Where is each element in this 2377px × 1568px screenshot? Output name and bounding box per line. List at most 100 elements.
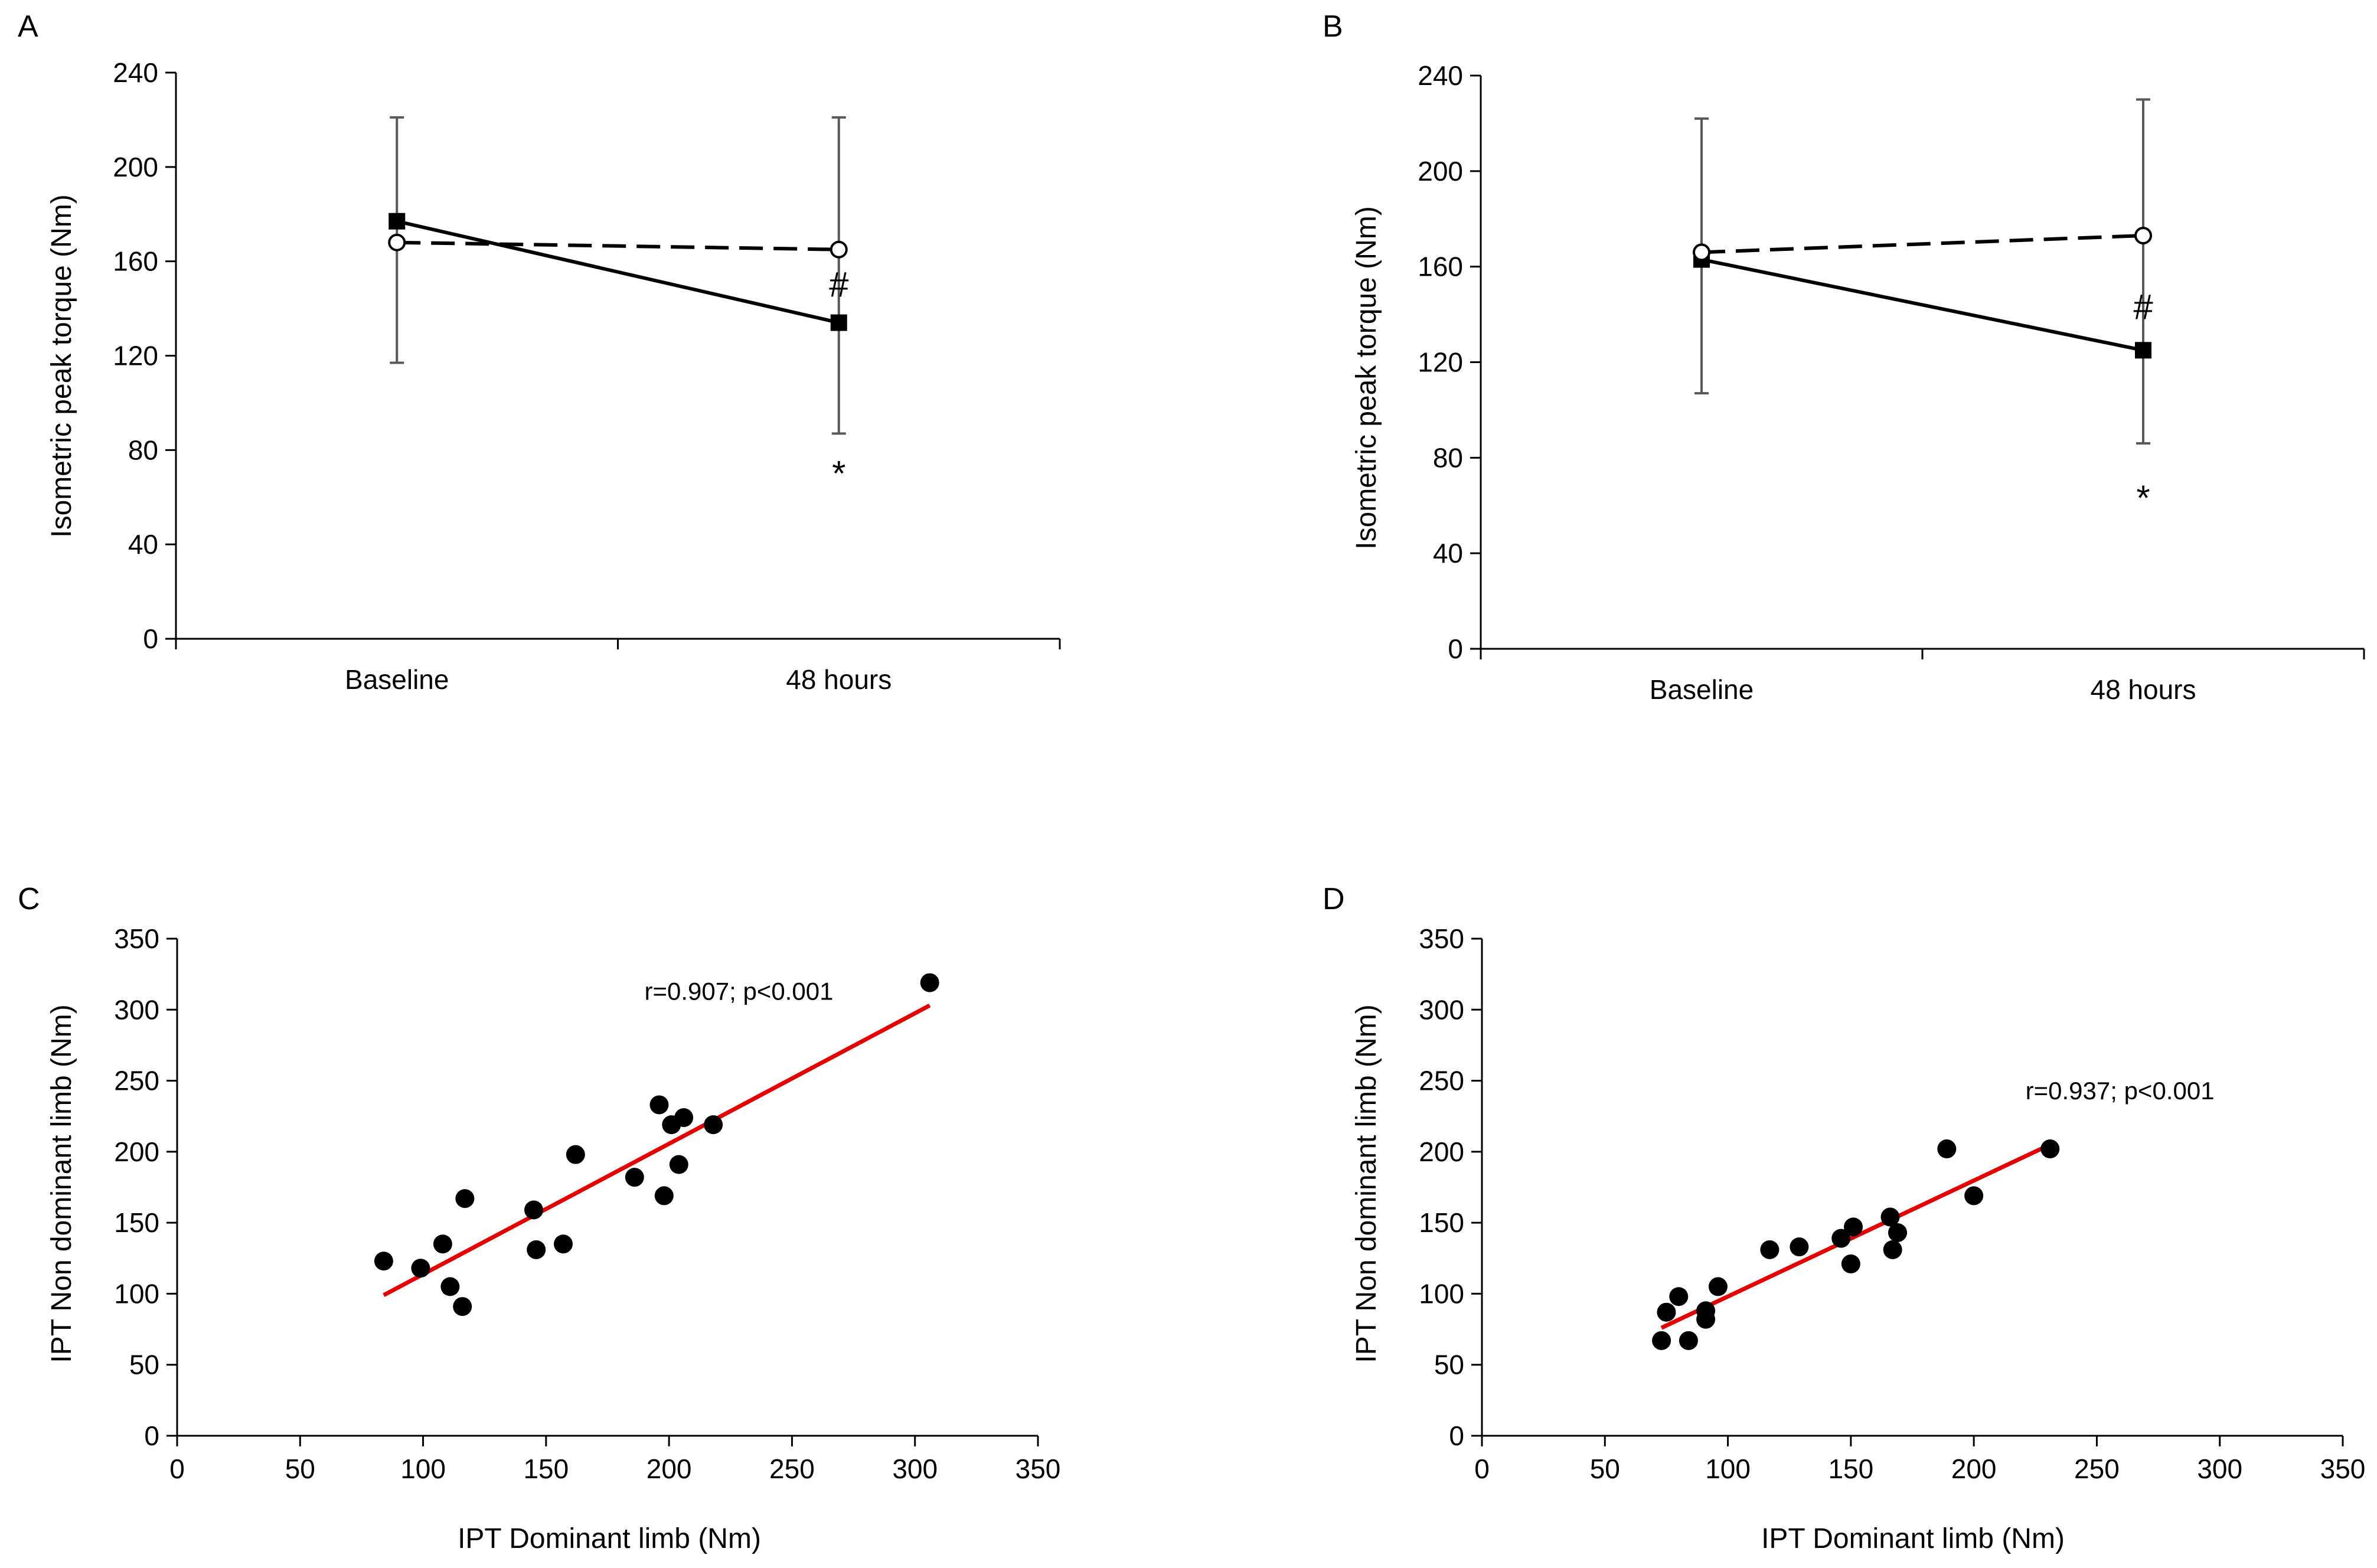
x-tick-label-a-0: Baseline — [345, 664, 449, 695]
x-tick-label-a-1: 48 hours — [786, 664, 892, 695]
data-point-d-13 — [1883, 1240, 1902, 1259]
y-tick-label-c-0: 0 — [144, 1420, 159, 1451]
data-point-c-5 — [455, 1189, 475, 1208]
y-tick-label-d-350: 350 — [1419, 923, 1464, 954]
x-tick-label-d-150: 150 — [1828, 1453, 1873, 1484]
y-tick-label-b-240: 240 — [1418, 60, 1463, 91]
series-line-b-0 — [1701, 257, 2144, 352]
significance-marker-a-1: * — [832, 453, 845, 493]
data-point-d-14 — [1888, 1223, 1908, 1242]
data-point-c-8 — [554, 1234, 573, 1254]
data-point-c-7 — [527, 1240, 546, 1259]
regression-line-c — [383, 1003, 931, 1297]
y-tick-label-d-300: 300 — [1419, 994, 1464, 1025]
y-tick-label-b-40: 40 — [1433, 538, 1463, 569]
ylabel-a: Isometric peak torque (Nm) — [46, 194, 77, 538]
data-point-b-0-1 — [2135, 342, 2151, 359]
y-tick-label-d-50: 50 — [1434, 1350, 1464, 1380]
y-tick-label-a-240: 240 — [113, 57, 158, 88]
panel-letter-b: B — [1323, 9, 1343, 44]
data-point-d-1 — [1657, 1302, 1676, 1322]
significance-marker-a-0: # — [829, 265, 849, 305]
panel-c: C 0 50 100 150 200 250 300 350 0 50 100 150 200 250 30… — [18, 882, 1060, 1554]
data-point-c-6 — [524, 1200, 544, 1220]
data-point-a-0-1 — [830, 314, 847, 331]
y-tick-label-c-350: 350 — [114, 923, 159, 954]
panel-a: A 0 40 80 120 160 200 240 Baseline 48 hours # * Is… — [18, 9, 1061, 695]
data-point-d-12 — [1880, 1207, 1900, 1227]
data-point-d-15 — [1937, 1139, 1957, 1159]
x-tick-label-c-300: 300 — [892, 1453, 938, 1484]
y-tick-label-c-100: 100 — [114, 1278, 159, 1309]
data-point-c-10 — [625, 1168, 644, 1187]
series-line-a-0 — [396, 219, 840, 325]
panel-b: B 0 40 80 120 160 200 240 Baseline 48 hours # * Is… — [1323, 9, 2365, 705]
regression-line-d — [1660, 1142, 2051, 1330]
xlabel-d: IPT Dominant limb (Nm) — [1761, 1523, 2065, 1554]
x-tick-label-c-0: 0 — [169, 1453, 185, 1484]
data-point-d-9 — [1831, 1229, 1851, 1248]
y-tick-label-c-150: 150 — [114, 1207, 159, 1238]
data-point-d-3 — [1679, 1331, 1698, 1350]
data-point-d-0 — [1652, 1331, 1671, 1350]
x-tick-label-d-300: 300 — [2197, 1453, 2242, 1484]
x-tick-label-c-50: 50 — [285, 1453, 315, 1484]
data-point-a-1-0 — [388, 233, 406, 251]
data-point-d-16 — [1964, 1186, 1984, 1206]
x-tick-label-b-0: Baseline — [1650, 674, 1754, 705]
y-tick-label-a-80: 80 — [128, 435, 158, 465]
data-point-c-0 — [374, 1252, 393, 1271]
data-point-c-15 — [674, 1108, 694, 1128]
ylabel-d: IPT Non dominant limb (Nm) — [1351, 1004, 1382, 1363]
y-tick-label-d-200: 200 — [1419, 1136, 1464, 1167]
correlation-annotation-c: r=0.907; p<0.001 — [644, 977, 833, 1005]
series-line-a-1 — [397, 240, 839, 251]
y-tick-label-b-0: 0 — [1448, 633, 1463, 664]
data-point-c-14 — [669, 1155, 688, 1174]
plot-c: 0 50 100 150 200 250 300 350 0 50 100 150 200 250 300 3… — [114, 923, 1060, 1484]
y-tick-label-a-120: 120 — [113, 341, 158, 371]
data-point-d-2 — [1669, 1287, 1689, 1306]
x-tick-label-d-0: 0 — [1474, 1453, 1490, 1484]
y-tick-label-c-50: 50 — [129, 1350, 159, 1380]
y-tick-label-a-40: 40 — [128, 529, 158, 560]
y-tick-label-d-100: 100 — [1419, 1278, 1464, 1309]
data-point-d-10 — [1841, 1254, 1860, 1273]
y-tick-label-b-120: 120 — [1418, 347, 1463, 378]
data-point-c-1 — [411, 1259, 430, 1278]
y-tick-label-a-0: 0 — [143, 623, 158, 654]
panel-letter-c: C — [18, 882, 40, 916]
data-point-c-16 — [704, 1115, 723, 1135]
series-line-b-1 — [1701, 234, 2144, 254]
panel-d: D 0 50 100 150 200 250 300 350 0 50 100 150 200 250 30… — [1323, 882, 2365, 1554]
y-tick-label-b-200: 200 — [1418, 156, 1463, 187]
plot-d: 0 50 100 150 200 250 300 350 0 50 100 150 200 250 300 3… — [1419, 923, 2365, 1484]
significance-marker-b-0: # — [2133, 287, 2153, 326]
y-tick-label-c-250: 250 — [114, 1066, 159, 1096]
data-point-c-17 — [920, 973, 939, 992]
data-point-c-9 — [566, 1145, 585, 1164]
data-point-d-8 — [1790, 1237, 1809, 1257]
plot-a: 0 40 80 120 160 200 240 Baseline 48 hours # * — [113, 57, 1061, 695]
x-tick-label-d-100: 100 — [1705, 1453, 1751, 1484]
x-tick-label-b-1: 48 hours — [2090, 674, 2196, 705]
data-point-a-0-0 — [388, 213, 406, 230]
x-tick-label-c-250: 250 — [769, 1453, 815, 1484]
x-tick-label-d-250: 250 — [2074, 1453, 2120, 1484]
data-point-b-1-1 — [2134, 227, 2152, 245]
data-point-a-1-1 — [830, 240, 848, 259]
panel-letter-a: A — [18, 9, 38, 44]
data-point-d-6 — [1708, 1277, 1728, 1296]
y-tick-label-c-200: 200 — [114, 1136, 159, 1167]
data-point-d-17 — [2040, 1139, 2060, 1159]
data-point-c-3 — [440, 1277, 460, 1296]
significance-marker-b-1: * — [2136, 478, 2150, 518]
y-tick-label-d-250: 250 — [1419, 1066, 1464, 1096]
xlabel-c: IPT Dominant limb (Nm) — [458, 1523, 761, 1554]
data-point-c-12 — [654, 1186, 674, 1206]
y-tick-label-d-0: 0 — [1449, 1420, 1464, 1451]
x-tick-label-d-50: 50 — [1590, 1453, 1620, 1484]
ylabel-c: IPT Non dominant limb (Nm) — [46, 1004, 77, 1363]
